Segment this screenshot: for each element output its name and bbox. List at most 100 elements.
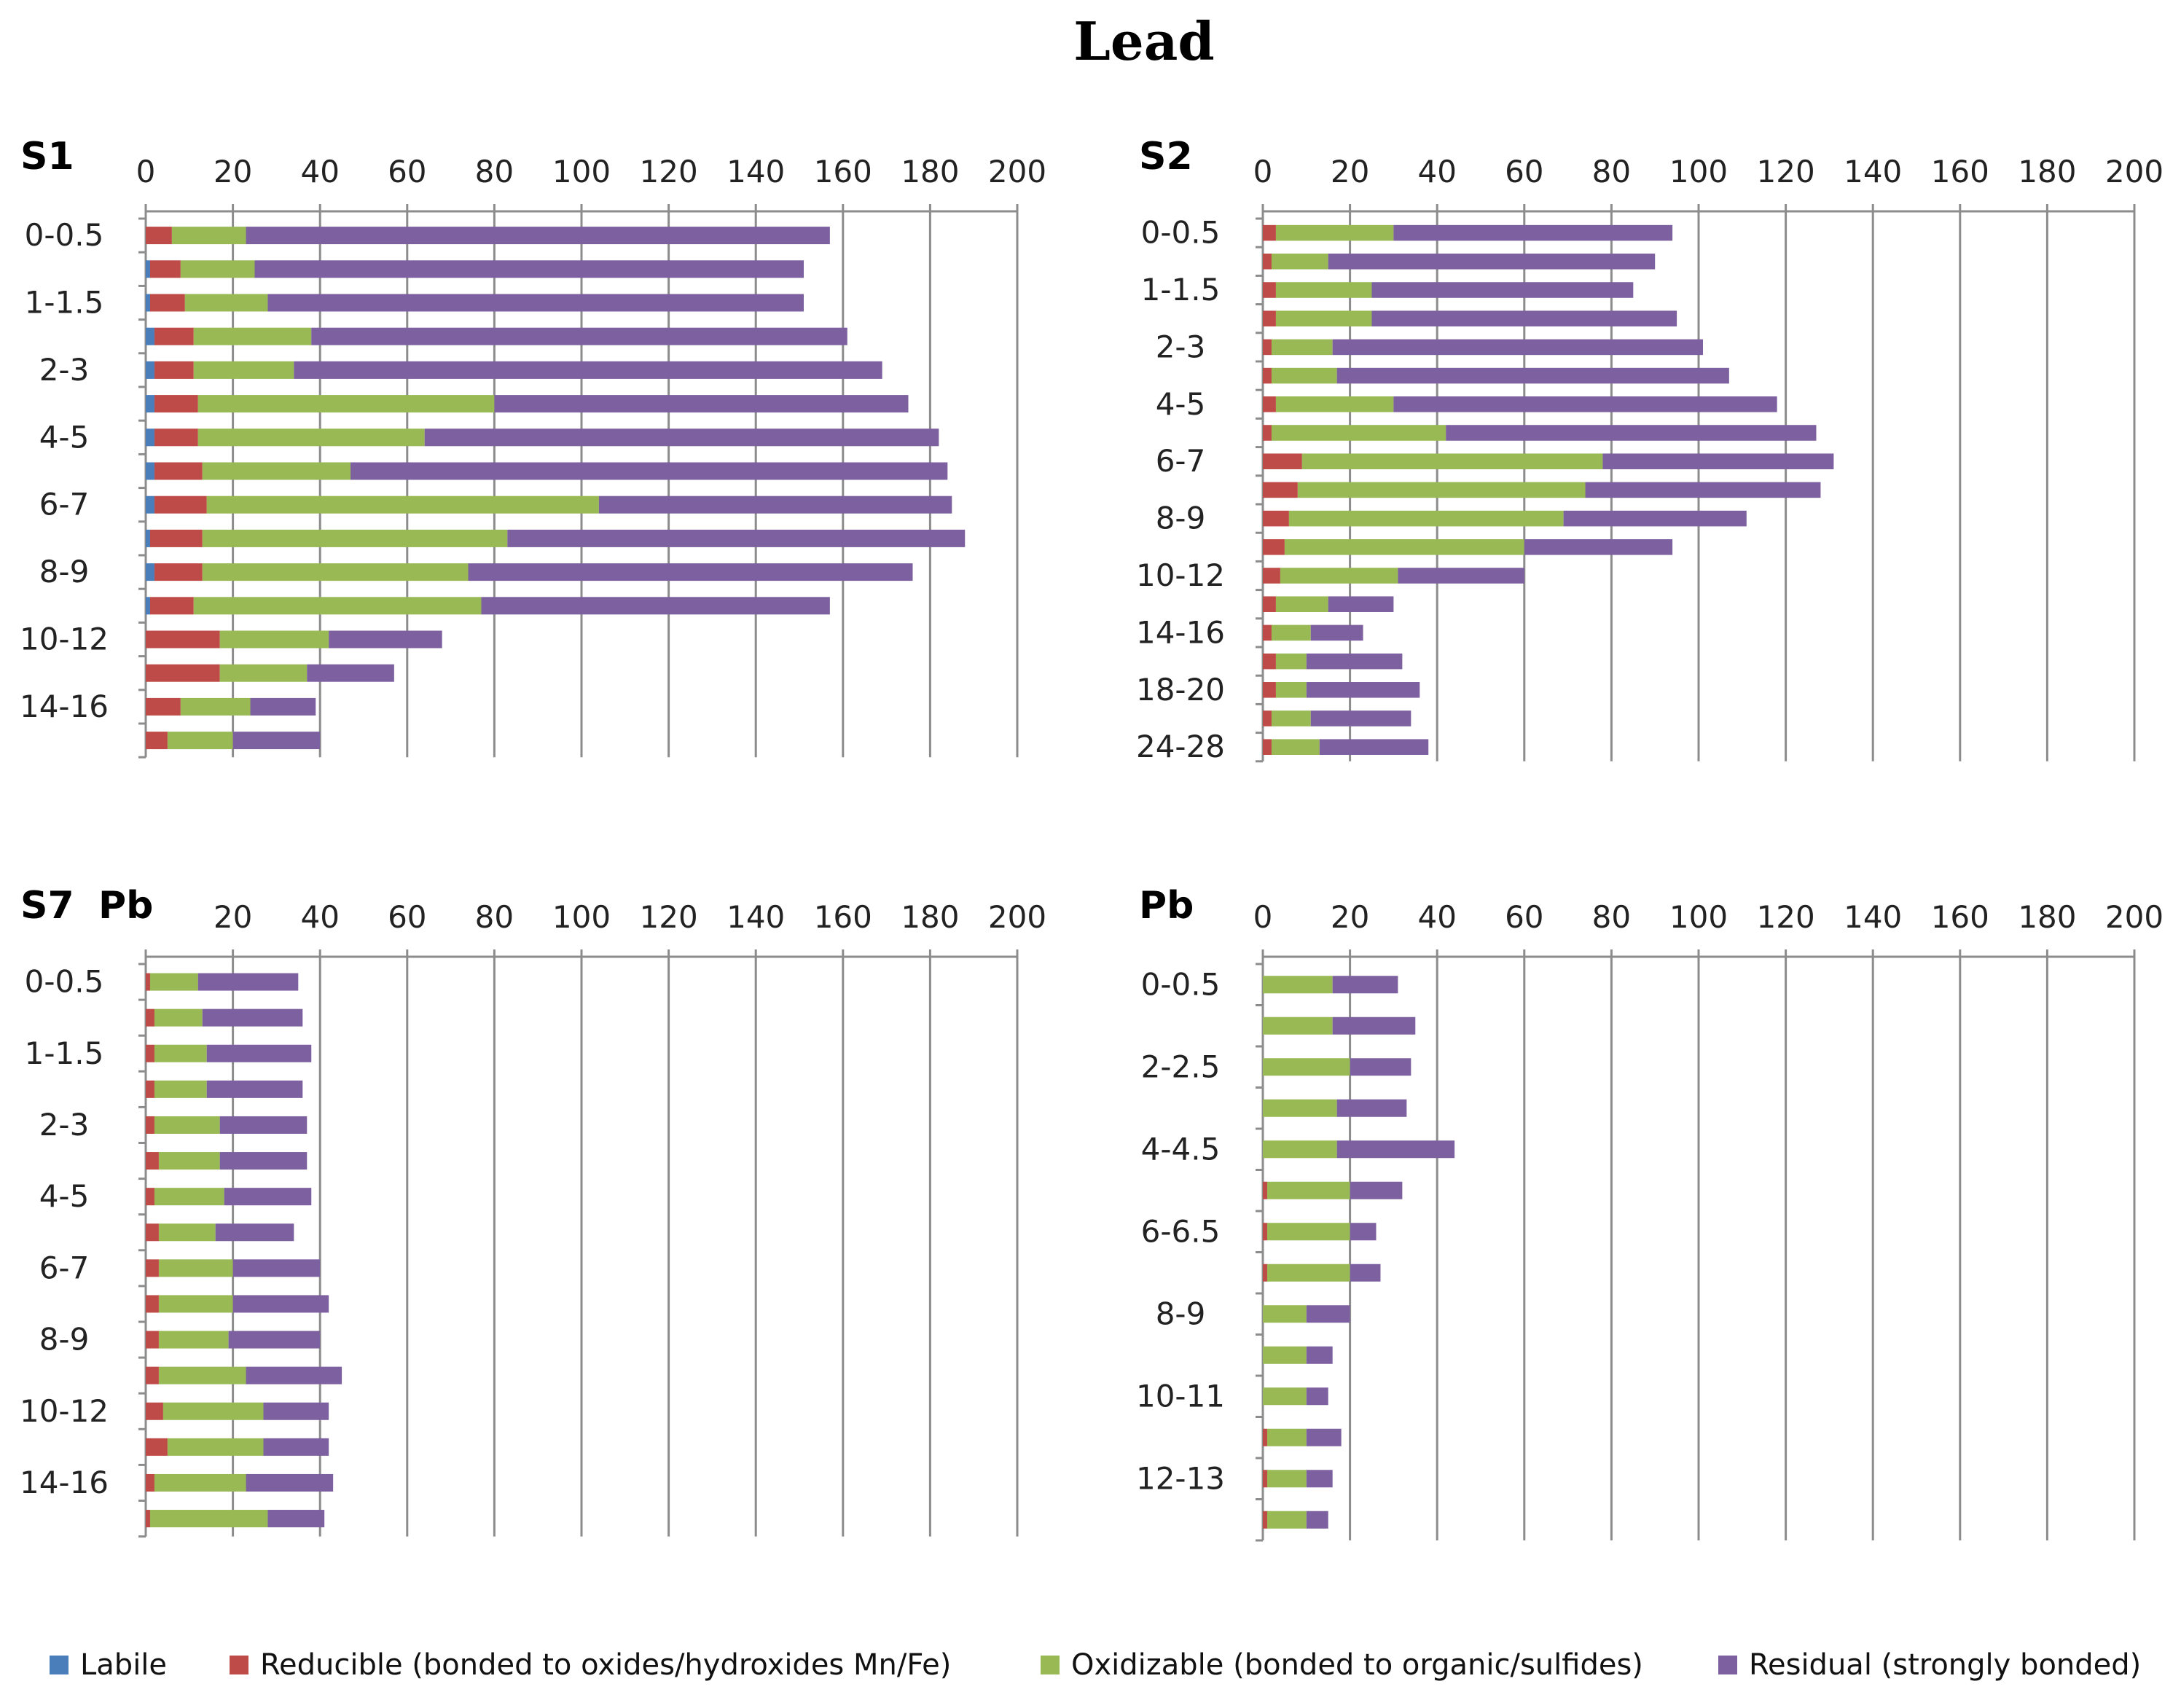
bar-segment-reducible bbox=[154, 327, 194, 345]
panel-s7: S7 Pb 20 40 60 80 100 120 140 160 180 200 0-0.5 1-1… bbox=[20, 884, 1046, 1538]
panel-label: S7 bbox=[20, 884, 74, 928]
legend: Labile Reducible (bonded to oxides/hydro… bbox=[50, 1648, 2141, 1682]
bar-segment-residual bbox=[468, 563, 913, 581]
bar-segment-oxidizable bbox=[219, 630, 329, 649]
bar-segment-labile bbox=[146, 327, 154, 345]
bar-segment-reducible bbox=[1263, 682, 1276, 698]
x-tick-label: 20 bbox=[1331, 899, 1369, 935]
bar-segment-reducible bbox=[149, 294, 185, 312]
bar-segment-residual bbox=[1310, 624, 1363, 641]
category-label: 10-12 bbox=[1136, 557, 1225, 593]
bar-segment-residual bbox=[1350, 1223, 1377, 1241]
bar-segment-reducible bbox=[154, 428, 198, 447]
bar-segment-oxidizable bbox=[1271, 425, 1446, 441]
bar-segment-reducible bbox=[146, 1223, 159, 1242]
legend-swatch bbox=[50, 1656, 68, 1674]
bar-segment-oxidizable bbox=[1263, 1346, 1307, 1364]
bar-segment-residual bbox=[424, 428, 939, 447]
bar-segment-labile bbox=[146, 597, 150, 615]
category-label: 2-3 bbox=[39, 1107, 90, 1143]
category-label: 6-7 bbox=[1156, 443, 1206, 479]
bar-segment-reducible bbox=[1263, 482, 1298, 498]
bar-segment-oxidizable bbox=[1266, 1181, 1350, 1199]
bar-segment-oxidizable bbox=[1271, 254, 1328, 270]
x-tick-label: 80 bbox=[1592, 899, 1631, 935]
x-tick-label: 100 bbox=[1669, 899, 1728, 935]
bar-segment-oxidizable bbox=[202, 529, 508, 547]
bar-segment-labile bbox=[146, 294, 150, 312]
x-tick-label: 160 bbox=[1931, 899, 1989, 935]
bar-segment-residual bbox=[228, 1331, 321, 1349]
bar-segment-residual bbox=[507, 529, 966, 547]
legend-label: Labile bbox=[80, 1648, 167, 1682]
bar-segment-reducible bbox=[1263, 624, 1272, 641]
x-tick-label: 0 bbox=[1253, 899, 1273, 935]
figure-title: Lead bbox=[1073, 10, 1214, 72]
x-tick-label: 120 bbox=[1757, 154, 1815, 189]
bar-segment-residual bbox=[197, 973, 299, 991]
bar-segment-oxidizable bbox=[219, 664, 308, 682]
bar-segment-reducible bbox=[1263, 568, 1280, 584]
bar-segment-residual bbox=[1306, 1387, 1328, 1406]
x-tick-label: 180 bbox=[2018, 899, 2076, 935]
x-tick-label: 60 bbox=[1505, 899, 1543, 935]
bar-segment-reducible bbox=[1263, 310, 1276, 326]
bar-segment-residual bbox=[267, 294, 804, 312]
bar-segment-oxidizable bbox=[154, 1188, 224, 1206]
x-tick-label: 120 bbox=[640, 899, 698, 935]
bar-segment-residual bbox=[246, 227, 830, 245]
bar-segment-reducible bbox=[149, 260, 181, 278]
bar-segment-residual bbox=[1371, 282, 1634, 298]
bar-segment-reducible bbox=[146, 664, 220, 682]
bar-segment-reducible bbox=[154, 495, 207, 514]
bar-segment-residual bbox=[1393, 396, 1777, 412]
bar-segment-reducible bbox=[146, 1366, 159, 1384]
bar-segment-reducible bbox=[146, 1259, 159, 1277]
panel-label: S2 bbox=[1139, 135, 1193, 179]
bar-segment-residual bbox=[232, 1259, 321, 1277]
category-label: 10-11 bbox=[1136, 1378, 1225, 1414]
legend-swatch bbox=[1718, 1656, 1737, 1674]
bar-segment-oxidizable bbox=[184, 294, 268, 312]
bar-segment-residual bbox=[294, 361, 882, 379]
bar-segment-residual bbox=[481, 597, 830, 615]
category-label: 8-9 bbox=[39, 1322, 90, 1358]
bar-segment-residual bbox=[1602, 453, 1834, 469]
bar-segment-labile bbox=[146, 563, 154, 581]
legend-label: Reducible (bonded to oxides/hydroxides M… bbox=[260, 1648, 951, 1682]
bar-segment-oxidizable bbox=[158, 1223, 216, 1242]
bar-segment-residual bbox=[202, 1008, 303, 1027]
category-label: 0-0.5 bbox=[25, 217, 104, 253]
bar-segment-reducible bbox=[1263, 596, 1276, 612]
bar-segment-reducible bbox=[146, 1044, 154, 1062]
panel-s2: S2 0 20 40 60 80 100 120 140 160 180 200 0-0.5 1-1.5… bbox=[1136, 135, 2164, 764]
bar-segment-reducible bbox=[146, 1295, 159, 1313]
bar-segment-reducible bbox=[1263, 539, 1285, 555]
bar-segment-reducible bbox=[146, 1116, 154, 1134]
x-tick-label: 120 bbox=[640, 154, 698, 189]
bar-segment-oxidizable bbox=[193, 327, 312, 345]
x-tick-label: 60 bbox=[388, 899, 426, 935]
x-tick-label: 140 bbox=[1844, 154, 1902, 189]
bar-segment-residual bbox=[1524, 539, 1673, 555]
category-label: 4-5 bbox=[39, 419, 90, 455]
bar-segment-reducible bbox=[154, 395, 198, 413]
x-tick-label: 40 bbox=[1417, 154, 1456, 189]
bar-segment-oxidizable bbox=[1263, 1305, 1307, 1323]
category-label: 6-7 bbox=[39, 487, 90, 522]
bar-segment-residual bbox=[598, 495, 952, 514]
x-tick-label: 0 bbox=[136, 154, 156, 189]
bar-segment-oxidizable bbox=[1271, 339, 1333, 356]
bar-segment-residual bbox=[232, 732, 321, 750]
bar-segment-oxidizable bbox=[1301, 453, 1603, 469]
x-tick-label: 20 bbox=[1331, 154, 1369, 189]
bar-segment-oxidizable bbox=[149, 1510, 268, 1528]
bar-segment-reducible bbox=[1263, 396, 1276, 412]
bar-segment-labile bbox=[146, 361, 154, 379]
bar-segment-reducible bbox=[146, 227, 172, 245]
category-label: 2-2.5 bbox=[1141, 1049, 1221, 1084]
bar-segment-residual bbox=[307, 664, 394, 682]
bar-segment-reducible bbox=[1263, 367, 1272, 384]
bar-segment-oxidizable bbox=[1297, 482, 1586, 498]
bar-segment-reducible bbox=[1263, 1264, 1267, 1282]
